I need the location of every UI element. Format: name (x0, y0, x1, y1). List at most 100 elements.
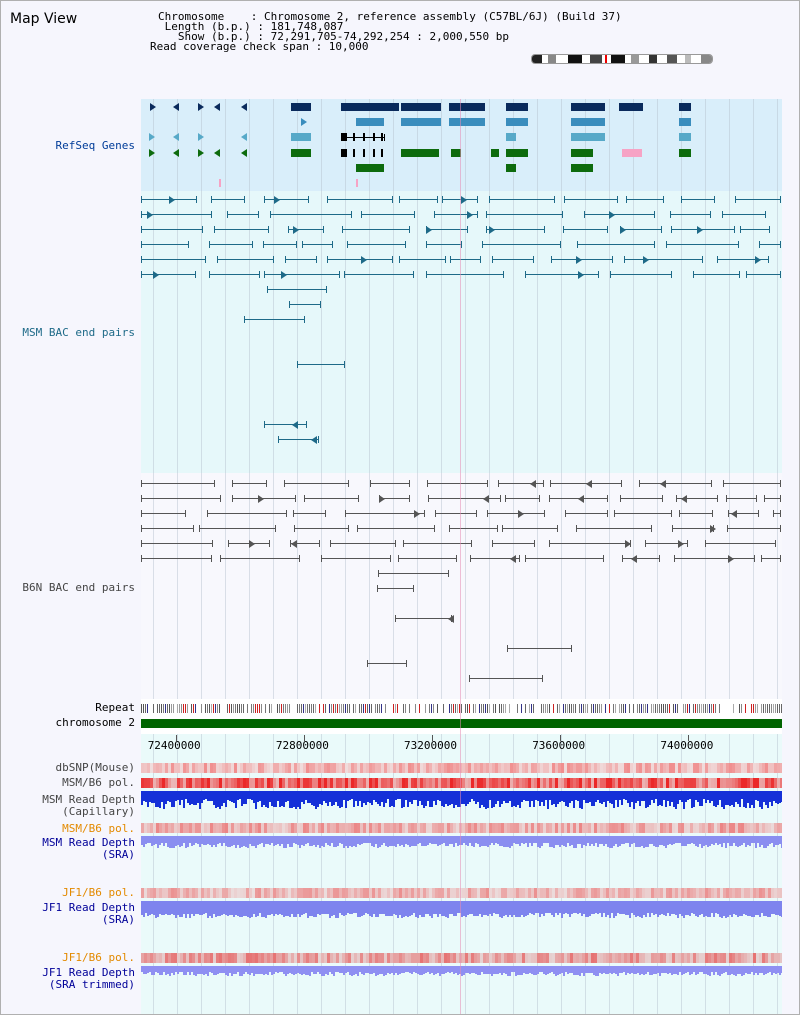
grid-line (729, 734, 730, 1014)
depth-bar (315, 836, 317, 847)
depth-bar (519, 901, 521, 917)
axis-tick-label: 72400000 (147, 739, 201, 752)
depth-bar (703, 901, 705, 917)
depth-bar (567, 966, 569, 974)
depth-bar (339, 901, 341, 913)
jf1-depth-trimmed-chart[interactable] (141, 966, 782, 976)
bac-end-pair (290, 540, 320, 547)
heatmap-cell (435, 823, 438, 833)
heatmap-cell (234, 778, 237, 788)
depth-bar (713, 836, 715, 845)
heatmap-cell (687, 778, 690, 788)
depth-bar (741, 966, 743, 976)
heatmap-cell (303, 888, 306, 898)
bac-end-pair (232, 495, 296, 502)
heatmap-cell (624, 888, 627, 898)
axis-tick-label: 72800000 (275, 739, 329, 752)
heatmap-cell (429, 953, 432, 963)
depth-bar (555, 836, 557, 845)
track-panel[interactable]: 72400000 72800000 73200000 73600000 74000000 (141, 99, 782, 1014)
heatmap-cell (441, 763, 444, 773)
depth-bar (349, 836, 351, 846)
bac-end-pair (141, 495, 221, 502)
heatmap-cell (717, 953, 720, 963)
msm-depth-sra-chart[interactable] (141, 836, 782, 848)
bac-end-pair (470, 555, 520, 562)
heatmap-cell (204, 888, 207, 898)
depth-bar (587, 791, 589, 803)
depth-bar (519, 791, 521, 808)
heatmap-cell (465, 888, 468, 898)
depth-bar (737, 966, 739, 974)
depth-bar (761, 966, 763, 973)
depth-bar (427, 791, 429, 801)
depth-bar (619, 901, 621, 914)
jf1-pol-heatmap[interactable] (141, 888, 782, 898)
grid-line (393, 99, 394, 699)
heatmap-cell (588, 888, 591, 898)
heatmap-cell (168, 953, 171, 963)
depth-bar (345, 966, 347, 973)
heatmap-cell (432, 763, 435, 773)
depth-bar (579, 791, 581, 808)
depth-bar (745, 966, 747, 973)
jf1-pol-2-heatmap[interactable] (141, 953, 782, 963)
heatmap-cell (315, 778, 318, 788)
depth-bar (545, 966, 547, 975)
depth-bar (399, 836, 401, 846)
depth-bar (169, 901, 171, 915)
heatmap-cell (276, 953, 279, 963)
depth-bar (441, 791, 443, 806)
heatmap-cell (393, 778, 396, 788)
gene-feature (679, 103, 691, 111)
depth-bar (491, 966, 493, 976)
heatmap-cell (447, 888, 450, 898)
repeat-stripe (533, 704, 534, 713)
repeat-stripe (297, 704, 298, 713)
depth-bar (445, 966, 447, 973)
grid-line (705, 734, 706, 1014)
depth-bar (247, 791, 249, 799)
depth-bar (683, 791, 685, 809)
bac-end-arrow-icon (620, 226, 626, 234)
gene-feature (356, 118, 384, 126)
msm-pol-heatmap[interactable] (141, 778, 782, 788)
jf1-depth-sra-chart[interactable] (141, 901, 782, 918)
depth-bar (601, 791, 603, 804)
depth-bar (453, 966, 455, 974)
heatmap-cell (399, 823, 402, 833)
heatmap-cell (168, 763, 171, 773)
chromosome-bar[interactable] (141, 719, 782, 728)
heatmap-cell (543, 953, 546, 963)
heatmap-cell (669, 778, 672, 788)
heatmap-cell (210, 953, 213, 963)
depth-bar (445, 836, 447, 846)
depth-bar (495, 901, 497, 914)
heatmap-cell (255, 778, 258, 788)
repeat-stripe (237, 704, 238, 713)
depth-bar (341, 966, 343, 973)
heatmap-cell (351, 953, 354, 963)
repeat-stripe (323, 704, 324, 713)
heatmap-cell (627, 953, 630, 963)
gene-exon (381, 149, 383, 157)
heatmap-cell (297, 953, 300, 963)
depth-bar (305, 836, 307, 844)
chromosome-ideogram[interactable] (531, 54, 713, 64)
grid-line (369, 99, 370, 699)
heatmap-cell (357, 763, 360, 773)
dbsnp-heatmap[interactable] (141, 763, 782, 773)
heatmap-cell (633, 778, 636, 788)
depth-bar (283, 791, 285, 807)
depth-bar (511, 836, 513, 846)
depth-bar (539, 901, 541, 917)
heatmap-cell (735, 763, 738, 773)
heatmap-cell (663, 823, 666, 833)
heatmap-cell (315, 888, 318, 898)
heatmap-cell (486, 953, 489, 963)
msm-pol-2-heatmap[interactable] (141, 823, 782, 833)
msm-depth-capillary-chart[interactable] (141, 791, 782, 809)
repeat-track[interactable] (141, 704, 782, 713)
heatmap-cell (732, 888, 735, 898)
depth-bar (673, 901, 675, 914)
